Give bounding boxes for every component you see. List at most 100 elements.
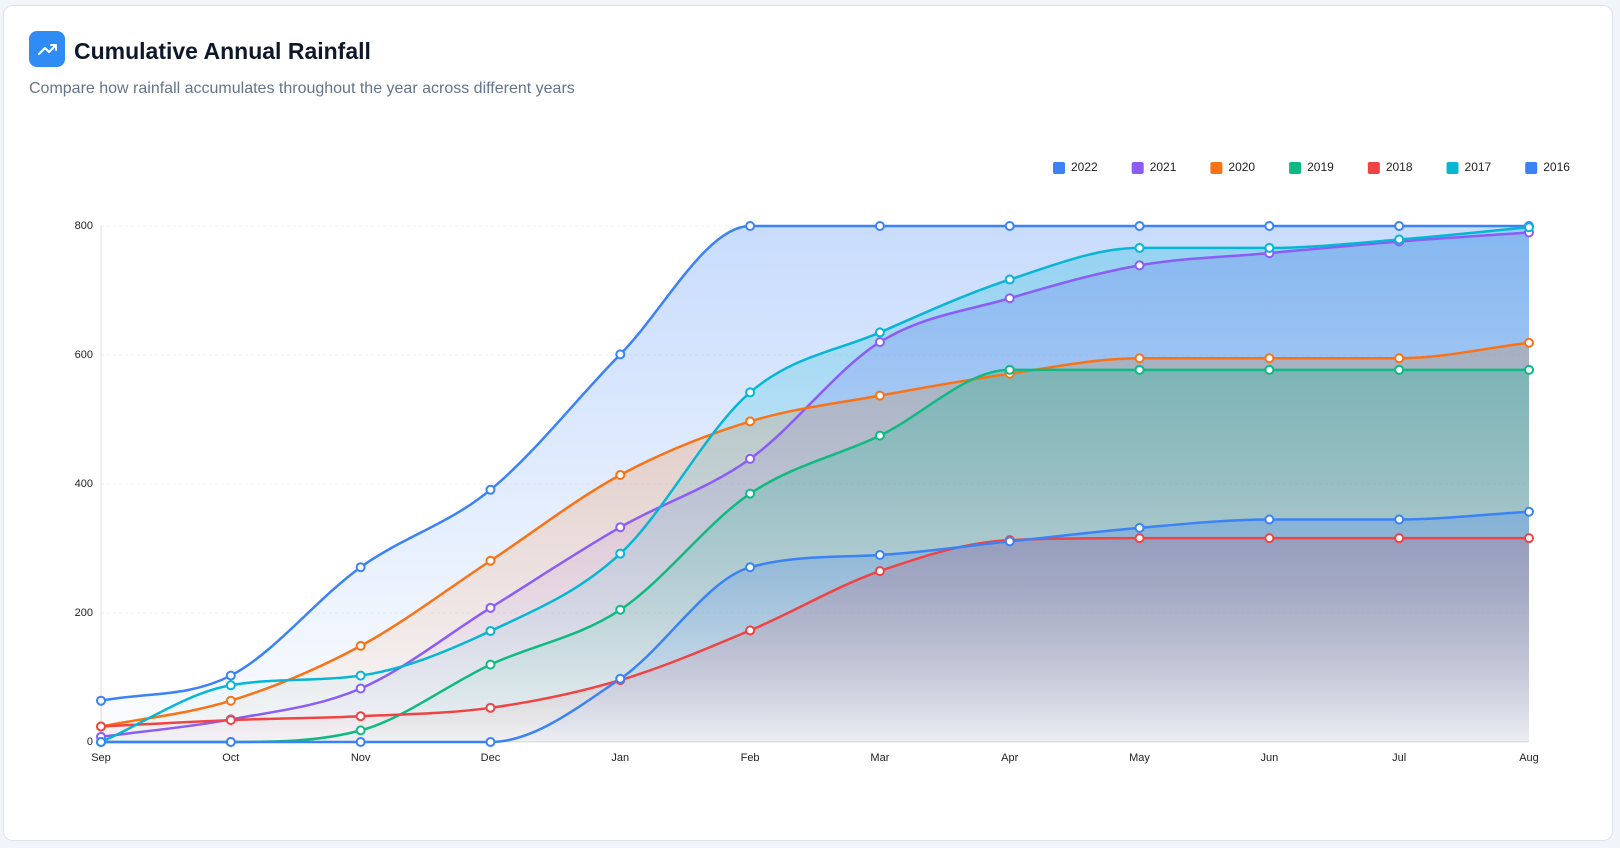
legend-swatch bbox=[1446, 162, 1459, 174]
x-tick-label: Apr bbox=[1001, 752, 1018, 764]
point bbox=[1134, 353, 1145, 364]
point bbox=[874, 430, 885, 441]
point bbox=[96, 695, 106, 706]
x-tick-label: Sep bbox=[91, 752, 111, 764]
point bbox=[1004, 293, 1015, 304]
legend-label: 2022 bbox=[1071, 160, 1098, 174]
point bbox=[1524, 533, 1534, 544]
line bbox=[100, 226, 1530, 744]
point bbox=[1134, 522, 1145, 533]
line bbox=[100, 231, 1530, 739]
x-tick-label: Jun bbox=[1260, 752, 1278, 764]
point bbox=[225, 680, 236, 691]
point bbox=[485, 737, 496, 747]
point bbox=[1524, 506, 1534, 517]
legend-label: 2018 bbox=[1386, 160, 1413, 174]
point bbox=[355, 640, 366, 651]
legend-label: 2021 bbox=[1150, 160, 1177, 174]
point bbox=[1394, 353, 1405, 364]
point bbox=[1524, 364, 1534, 375]
point bbox=[1004, 536, 1015, 547]
line bbox=[100, 536, 1529, 728]
point bbox=[1394, 514, 1405, 525]
legend-swatch bbox=[1367, 162, 1380, 174]
point bbox=[355, 725, 366, 736]
x-tick-label: Nov bbox=[351, 752, 371, 764]
point bbox=[1524, 337, 1534, 348]
point bbox=[96, 721, 106, 732]
point bbox=[1264, 514, 1275, 525]
point bbox=[225, 715, 236, 726]
point bbox=[745, 562, 756, 573]
point bbox=[355, 670, 366, 681]
legend-swatch bbox=[1525, 162, 1538, 174]
x-tick-label: May bbox=[1129, 752, 1150, 764]
line bbox=[100, 510, 1530, 744]
point bbox=[355, 711, 366, 722]
y-tick-label: 600 bbox=[75, 349, 93, 361]
icon-glyph bbox=[38, 44, 57, 55]
line bbox=[100, 368, 1529, 744]
point bbox=[1134, 260, 1145, 271]
point bbox=[1004, 274, 1015, 285]
point bbox=[615, 604, 626, 615]
point bbox=[355, 562, 366, 573]
title: Cumulative Annual Rainfall bbox=[74, 38, 371, 64]
area bbox=[101, 511, 1529, 742]
y-tick-label: 400 bbox=[75, 478, 93, 490]
point bbox=[615, 349, 626, 360]
legend-label: 2020 bbox=[1228, 160, 1255, 174]
point bbox=[874, 566, 885, 577]
point bbox=[615, 469, 626, 480]
point bbox=[745, 416, 756, 427]
x-tick-label: Feb bbox=[741, 752, 760, 764]
point bbox=[874, 390, 885, 401]
point bbox=[355, 683, 366, 694]
subtitle: Compare how rainfall accumulates through… bbox=[29, 80, 575, 97]
point bbox=[1394, 234, 1405, 245]
point bbox=[615, 522, 626, 533]
legend-label: 2017 bbox=[1465, 160, 1492, 174]
point bbox=[225, 670, 236, 681]
x-tick-label: Jan bbox=[611, 752, 629, 764]
point bbox=[1264, 353, 1275, 364]
point bbox=[485, 484, 496, 495]
point bbox=[1004, 364, 1015, 375]
point bbox=[1394, 221, 1405, 231]
point bbox=[874, 221, 885, 231]
point bbox=[1134, 242, 1145, 253]
point bbox=[874, 337, 885, 348]
point bbox=[1134, 364, 1145, 375]
point bbox=[485, 555, 496, 566]
legend-label: 2019 bbox=[1307, 160, 1334, 174]
legend-swatch bbox=[1289, 162, 1302, 174]
point bbox=[225, 695, 236, 706]
y-tick-label: 0 bbox=[87, 736, 93, 748]
point bbox=[1134, 221, 1145, 231]
point bbox=[96, 737, 106, 747]
point bbox=[485, 602, 496, 613]
legend-label: 2016 bbox=[1543, 160, 1570, 174]
point bbox=[745, 387, 756, 398]
point bbox=[485, 702, 496, 713]
point bbox=[874, 327, 885, 338]
chart-icon bbox=[29, 31, 65, 67]
line bbox=[100, 341, 1530, 728]
point bbox=[615, 548, 626, 559]
point bbox=[1394, 533, 1405, 544]
point bbox=[1264, 221, 1275, 231]
legend-swatch bbox=[1210, 162, 1223, 174]
point bbox=[1134, 533, 1145, 544]
point bbox=[1264, 242, 1275, 253]
point bbox=[1264, 533, 1275, 544]
point bbox=[485, 626, 496, 637]
y-tick-label: 800 bbox=[75, 220, 93, 232]
x-tick-label: Aug bbox=[1519, 752, 1539, 764]
point bbox=[874, 549, 885, 560]
x-tick-label: Oct bbox=[222, 752, 239, 764]
legend-swatch bbox=[1131, 162, 1144, 174]
point bbox=[225, 737, 236, 747]
point bbox=[745, 488, 756, 499]
point bbox=[745, 453, 756, 464]
